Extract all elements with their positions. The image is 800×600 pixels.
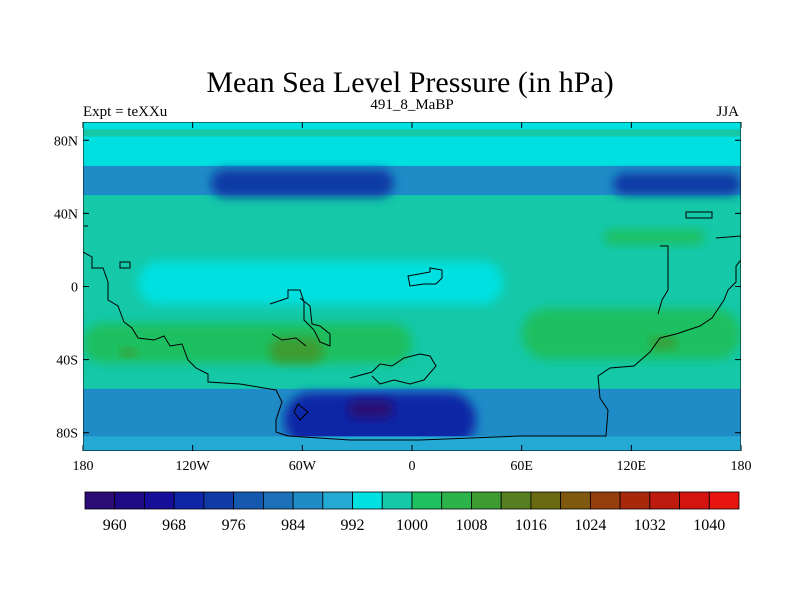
center-string: 491_8_MaBP <box>370 97 453 113</box>
colorbar-swatch <box>530 491 562 510</box>
y-tick-label: 40S <box>56 354 78 369</box>
chart-title: Mean Sea Level Pressure (in hPa) <box>206 66 613 99</box>
colorbar-swatch <box>708 491 740 510</box>
colorbar-swatch <box>471 491 502 510</box>
colorbar-swatch <box>144 491 175 510</box>
colorbar-swatch <box>233 491 264 510</box>
field-southern-high-west <box>83 323 412 364</box>
field-north-pacific-low <box>210 169 394 197</box>
left-string: Expt = teXXu <box>83 104 168 120</box>
field-southern-core-low <box>348 399 394 419</box>
colorbar-label: 1032 <box>634 517 666 534</box>
colorbar-label: 976 <box>222 517 246 534</box>
colorbar-label: 1000 <box>396 517 428 534</box>
right-string: JJA <box>716 104 739 120</box>
field-southern-high-east <box>521 308 741 360</box>
x-tick-label: 60E <box>510 459 533 474</box>
field-north-atlantic-low <box>613 173 741 196</box>
colorbar-swatch <box>292 491 324 510</box>
y-tick-label: 80S <box>56 427 78 442</box>
field-southern-deep-low <box>284 392 476 448</box>
colorbar-swatch <box>500 491 532 510</box>
field-northern-mid-band <box>83 136 741 166</box>
colorbar-swatch <box>411 491 443 510</box>
field-southern-high-core-1 <box>119 348 138 356</box>
colorbar-label: 1008 <box>455 517 487 534</box>
y-tick-label: 40N <box>54 207 78 222</box>
colorbar-label: 960 <box>103 517 127 534</box>
colorbar-swatch <box>84 491 116 510</box>
colorbar-label: 968 <box>162 517 186 534</box>
x-tick-label: 180 <box>731 459 752 474</box>
colorbar-label: 1040 <box>693 517 725 534</box>
colorbar-label: 992 <box>341 517 365 534</box>
colorbar-swatch <box>322 491 353 510</box>
colorbar-swatch <box>262 491 294 510</box>
colorbar-swatch <box>649 491 680 510</box>
colorbar-label: 984 <box>281 517 305 534</box>
colorbar: 960 968 976 984 992 1000 1008 1016 1024 1032 1040 <box>84 491 740 534</box>
y-tick-label: 0 <box>71 281 78 296</box>
colorbar-swatch <box>203 491 235 510</box>
colorbar-swatch <box>619 491 651 510</box>
plot-area <box>83 122 741 451</box>
colorbar-swatch <box>589 491 621 510</box>
colorbar-swatch <box>381 491 413 510</box>
field-southern-high-core-3 <box>649 337 678 349</box>
colorbar-swatch <box>114 491 145 510</box>
colorbar-swatch <box>560 491 591 510</box>
x-tick-label: 180 <box>73 459 94 474</box>
x-tick-label: 0 <box>409 459 416 474</box>
field-southern-edge-band <box>83 436 741 451</box>
field-asian-high <box>603 229 705 245</box>
field-southern-high-core-2 <box>269 337 325 364</box>
colorbar-swatch <box>352 491 383 510</box>
coastlines <box>83 211 741 441</box>
field-tropical-low <box>137 260 504 305</box>
y-axis: 80N 40N 0 40S 80S <box>54 134 741 442</box>
x-tick-label: 120E <box>617 459 647 474</box>
colorbar-swatch <box>679 491 710 510</box>
x-axis: 180 120W 60W 0 60E 120E 180 <box>73 122 752 474</box>
colorbar-label: 1024 <box>574 517 606 534</box>
x-tick-label: 60W <box>289 459 317 474</box>
x-tick-label: 120W <box>176 459 211 474</box>
colorbar-swatch <box>441 491 472 510</box>
y-tick-label: 80N <box>54 134 78 149</box>
colorbar-swatch <box>173 491 205 510</box>
colorbar-label: 1016 <box>515 517 547 534</box>
